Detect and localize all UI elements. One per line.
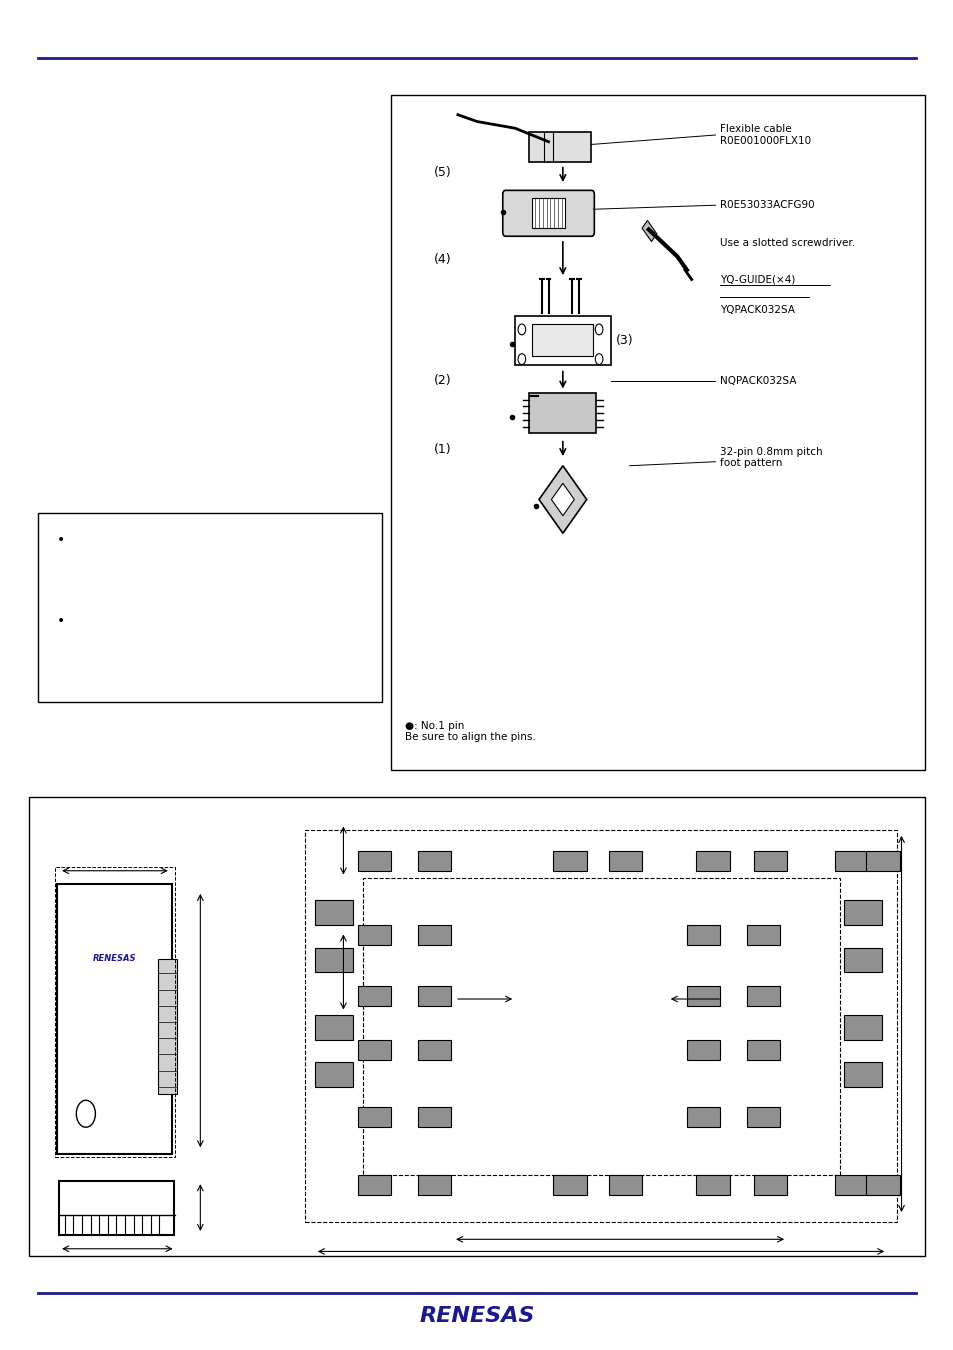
Bar	[362, 878, 839, 1174]
Bar	[843, 948, 882, 972]
Bar	[314, 1015, 353, 1040]
Bar	[417, 1174, 451, 1195]
Bar	[865, 850, 899, 871]
FancyBboxPatch shape	[502, 190, 594, 236]
Bar	[357, 925, 391, 945]
Circle shape	[517, 354, 525, 364]
Text: 32-pin 0.8mm pitch
foot pattern: 32-pin 0.8mm pitch foot pattern	[720, 447, 822, 468]
Bar	[746, 1040, 780, 1060]
Bar	[305, 830, 896, 1222]
Bar	[357, 1174, 391, 1195]
Bar	[38, 513, 381, 702]
Bar	[391, 95, 924, 769]
Circle shape	[517, 324, 525, 335]
Bar	[608, 850, 641, 871]
Bar	[57, 884, 172, 1154]
Bar	[746, 1107, 780, 1127]
Text: (1): (1)	[434, 443, 451, 456]
Bar	[417, 925, 451, 945]
Bar	[357, 986, 391, 1006]
Polygon shape	[551, 483, 574, 516]
Text: (5): (5)	[434, 166, 452, 180]
Bar	[608, 1174, 641, 1195]
Circle shape	[595, 324, 602, 335]
Text: •: •	[57, 614, 66, 628]
Text: Use a slotted screwdriver.: Use a slotted screwdriver.	[720, 238, 855, 248]
Bar	[417, 1107, 451, 1127]
Bar	[55, 867, 174, 1157]
Bar	[843, 1062, 882, 1087]
Bar	[746, 986, 780, 1006]
Bar	[29, 796, 924, 1256]
Bar	[417, 850, 451, 871]
Text: RENESAS: RENESAS	[92, 954, 136, 963]
Bar	[696, 1174, 729, 1195]
Text: NQPACK032SA: NQPACK032SA	[720, 375, 796, 386]
Bar	[753, 1174, 786, 1195]
Bar	[532, 198, 564, 228]
Text: Flexible cable
R0E001000FLX10: Flexible cable R0E001000FLX10	[720, 124, 811, 146]
Bar	[686, 1107, 720, 1127]
Text: (3): (3)	[616, 333, 633, 347]
Text: YQPACK032SA: YQPACK032SA	[720, 305, 795, 316]
Bar	[843, 900, 882, 925]
Bar	[553, 850, 586, 871]
Bar	[515, 316, 610, 365]
Bar	[314, 1062, 353, 1087]
Text: (2): (2)	[434, 374, 451, 387]
Text: RENESAS: RENESAS	[418, 1307, 535, 1326]
Bar	[696, 850, 729, 871]
Text: R0E53033ACFG90: R0E53033ACFG90	[720, 200, 814, 211]
Bar	[529, 132, 591, 162]
Bar	[357, 1107, 391, 1127]
Bar	[529, 393, 596, 433]
Bar	[59, 1181, 173, 1235]
Bar	[357, 850, 391, 871]
Bar	[834, 850, 867, 871]
Bar	[686, 925, 720, 945]
Polygon shape	[538, 466, 586, 533]
Bar	[843, 1015, 882, 1040]
Circle shape	[76, 1100, 95, 1127]
Text: (4): (4)	[434, 252, 451, 266]
Bar	[158, 958, 177, 1094]
Text: YQ-GUIDE(×4): YQ-GUIDE(×4)	[720, 274, 795, 285]
Bar	[553, 1174, 586, 1195]
Bar	[834, 1174, 867, 1195]
Bar	[417, 1040, 451, 1060]
Bar	[357, 1040, 391, 1060]
Bar	[641, 220, 657, 242]
Text: ●: No.1 pin
Be sure to align the pins.: ●: No.1 pin Be sure to align the pins.	[405, 721, 536, 743]
Bar	[686, 986, 720, 1006]
Text: •: •	[57, 533, 66, 547]
Bar	[314, 900, 353, 925]
Circle shape	[595, 354, 602, 364]
Bar	[746, 925, 780, 945]
Bar	[753, 850, 786, 871]
Bar	[865, 1174, 899, 1195]
Bar	[417, 986, 451, 1006]
Bar	[532, 324, 593, 356]
Bar	[686, 1040, 720, 1060]
Bar	[314, 948, 353, 972]
